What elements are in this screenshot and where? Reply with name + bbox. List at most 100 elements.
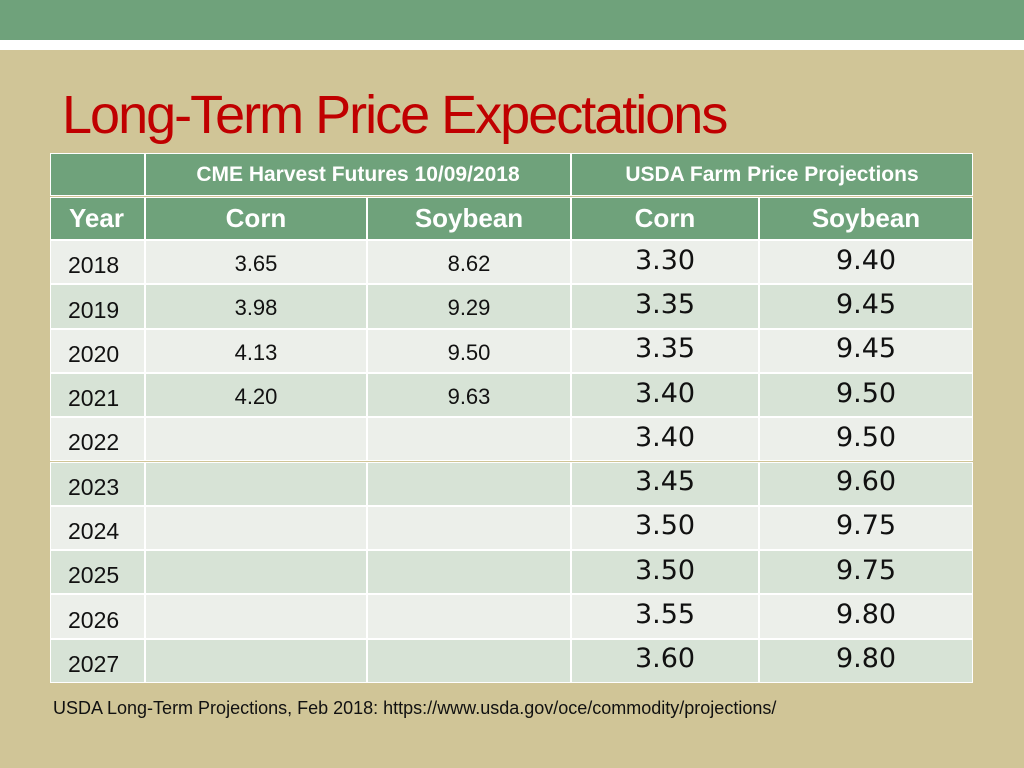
cell-text: 9.75 [835,510,897,542]
cell-text: 2025 [68,562,120,589]
cell-text: 9.80 [835,643,897,675]
cell-text: Soybean [414,203,524,233]
cell-text: 9.29 [447,295,491,321]
column-header: Corn [145,197,367,240]
table-cell: 9.75 [759,550,973,595]
table-cell [145,638,367,683]
cell-text: 2022 [68,429,120,456]
table-cell: 9.50 [367,328,571,373]
cell-text: 9.60 [835,466,897,498]
table-cell: 9.50 [759,372,973,418]
table-cell: 2018 [50,240,145,285]
cell-text: 3.35 [634,288,696,320]
cell-text: 3.30 [634,244,696,276]
table-cell: 2025 [50,550,145,595]
top-band [0,0,1024,40]
table-cell: 2026 [50,594,145,639]
table-cell: 4.20 [145,372,367,418]
table-cell [145,550,367,595]
table-cell: 3.40 [571,417,759,462]
column-header: Soybean [759,197,973,240]
cell-text: 3.35 [634,333,696,365]
column-header: Corn [571,197,759,240]
table-cell: 2027 [50,638,145,683]
table-cell: 2019 [50,284,145,329]
table-cell: 8.62 [367,240,571,285]
cell-text: 9.50 [447,339,491,365]
cell-text: 3.40 [634,421,696,453]
cell-text: 8.62 [447,251,491,276]
table-cell: 9.80 [759,594,973,639]
table-cell: 9.50 [759,417,973,462]
table-cell: 3.65 [145,240,367,285]
cell-text: 2027 [68,650,120,677]
cell-text: Soybean [811,203,921,233]
cell-text: 9.45 [835,333,897,365]
table-cell: 3.40 [571,372,759,418]
cell-text: 9.75 [835,554,897,586]
cell-text: 3.60 [634,643,696,675]
table-cell: 2022 [50,417,145,462]
table-cell: 9.75 [759,505,973,551]
cell-text: 2020 [68,340,120,367]
table-cell: 3.98 [145,284,367,329]
table-cell: 3.30 [571,240,759,285]
table-cell: 2024 [50,505,145,551]
table-cell: 9.80 [759,638,973,683]
cell-text: 3.65 [234,251,278,276]
table-cell: 3.35 [571,284,759,329]
cell-text: 2019 [68,296,120,323]
cell-text: 3.55 [634,599,696,631]
cell-text: 2024 [68,518,120,545]
cell-text: 3.50 [634,554,696,586]
table-cell: 3.60 [571,638,759,683]
cell-text: 3.40 [634,377,696,409]
cell-text: 9.50 [835,421,897,453]
table-cell [145,505,367,551]
source-note: USDA Long-Term Projections, Feb 2018: ht… [53,698,777,718]
column-header: Soybean [367,197,571,240]
cell-text: 2023 [68,473,120,500]
cell-text: 9.50 [835,377,897,409]
cell-text: 2026 [68,606,120,633]
table-cell: 3.45 [571,461,759,506]
table-cell: 3.50 [571,550,759,595]
table-cell: 9.60 [759,461,973,506]
cell-text: 2021 [68,385,120,412]
table-cell [367,417,571,462]
group-header: CME Harvest Futures 10/09/2018 [145,153,571,196]
table-cell: 4.13 [145,328,367,373]
price-table: CME Harvest Futures 10/09/2018 USDA Farm … [50,153,973,683]
table-cell: 3.50 [571,505,759,551]
cell-text: USDA Farm Price Projections [625,162,919,186]
group-header: USDA Farm Price Projections [571,153,973,196]
cell-text: 9.45 [835,288,897,320]
table-cell [145,461,367,506]
table-cell: 2020 [50,328,145,373]
corner-cell [50,153,145,196]
cell-text: 3.50 [634,510,696,542]
table-cell: 3.55 [571,594,759,639]
cell-text: 3.45 [634,466,696,498]
table-cell [367,505,571,551]
cell-text: 2018 [68,252,120,279]
cell-text: 4.13 [234,339,278,365]
table-cell [367,594,571,639]
cell-text: 9.80 [835,599,897,631]
table-cell: 2023 [50,461,145,506]
cell-text: Corn [225,203,287,233]
table-cell: 9.63 [367,372,571,418]
table-cell [145,417,367,462]
table-cell: 9.45 [759,328,973,373]
table-cell [367,461,571,506]
cell-text: Corn [634,203,696,233]
cell-text: 9.40 [835,244,897,276]
table-cell: 9.45 [759,284,973,329]
table-cell [367,550,571,595]
table-cell [145,594,367,639]
table-cell: 9.29 [367,284,571,329]
slide-title: Long-Term Price Expectations [62,85,728,145]
column-header: Year [50,197,145,240]
cell-text: 4.20 [234,383,278,409]
